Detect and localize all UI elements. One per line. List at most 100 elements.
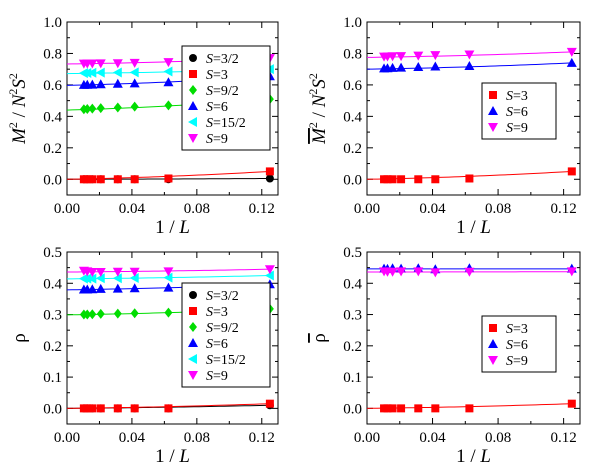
legend-marker <box>188 338 198 347</box>
legend-label: S=15/2 <box>206 116 246 131</box>
data-point <box>87 268 98 278</box>
x-tick-label: 0.04 <box>119 201 146 217</box>
legend-label: S=9 <box>506 121 528 136</box>
data-point <box>83 309 92 320</box>
data-point <box>431 404 440 413</box>
data-point <box>430 61 441 71</box>
data-point <box>397 404 406 413</box>
y-tick-label: 0.5 <box>43 245 62 261</box>
data-point <box>265 167 274 176</box>
y-axis-label: M2 / N2S2 <box>6 73 30 145</box>
x-tick-label: 0.08 <box>184 430 210 446</box>
data-point <box>265 399 274 408</box>
y-tick-label: 0.6 <box>343 78 362 94</box>
x-tick-label: 0.08 <box>485 430 511 446</box>
data-point <box>130 101 139 112</box>
legend: S=3S=6S=9 <box>481 315 557 373</box>
legend-marker <box>188 371 198 380</box>
data-point <box>95 79 106 89</box>
y-tick-label: 0.2 <box>343 141 362 157</box>
data-point <box>112 267 123 277</box>
legend-marker <box>189 85 197 95</box>
data-point <box>465 174 474 183</box>
x-axis-label: 1 / L <box>155 217 190 238</box>
legend-label: S=3 <box>206 305 228 320</box>
data-point <box>414 175 423 184</box>
y-tick-label: 0.0 <box>43 401 62 417</box>
legend-marker <box>488 356 498 365</box>
data-point <box>88 103 97 114</box>
y-tick-label: 0.4 <box>43 109 62 125</box>
data-point <box>96 175 105 184</box>
legend-marker <box>489 91 497 99</box>
x-tick-label: 0.00 <box>54 430 80 446</box>
data-point <box>88 175 97 184</box>
legend-marker <box>189 291 197 299</box>
data-point <box>82 67 92 78</box>
data-point <box>129 78 140 88</box>
data-point <box>87 273 97 284</box>
data-point <box>163 267 174 277</box>
y-axis-label: M2 / N2S2 <box>306 73 330 145</box>
legend-marker <box>188 117 197 127</box>
data-point <box>566 267 577 277</box>
data-point <box>87 284 98 294</box>
data-point <box>163 77 174 87</box>
data-point <box>83 175 92 184</box>
data-point <box>163 282 174 292</box>
legend-label: S=6 <box>506 105 528 120</box>
data-point <box>130 175 139 184</box>
plot-frame <box>366 251 581 425</box>
y-tick-label: 0.8 <box>343 46 362 62</box>
legend: S=3/2S=3S=9/2S=6S=15/2S=9 <box>181 45 271 151</box>
x-axis-label: 1 / L <box>155 446 190 462</box>
chart-panel-top-left: 0.00 0.04 0.08 0.12 0.0 0.2 0.4 0.6 0.8 1.0 1 / L M… <box>6 15 279 238</box>
data-point <box>95 268 106 278</box>
data-point <box>113 175 122 184</box>
data-point <box>163 272 173 283</box>
y-tick-label: 0.2 <box>343 339 362 355</box>
data-point <box>164 307 173 318</box>
data-point <box>129 267 140 277</box>
data-point <box>265 174 274 183</box>
data-point <box>129 67 139 78</box>
data-point <box>163 58 174 68</box>
data-point <box>566 57 577 67</box>
x-tick-label: 0.12 <box>249 201 275 217</box>
y-tick-label: 0.8 <box>43 46 62 62</box>
y-tick-label: 0.2 <box>43 339 62 355</box>
data-point <box>566 47 577 57</box>
data-point <box>396 267 407 277</box>
legend: S=3/2S=3S=9/2S=6S=15/2S=9 <box>181 282 271 388</box>
legend-marker <box>189 322 197 332</box>
data-point <box>413 51 424 61</box>
data-point <box>383 404 392 413</box>
data-point <box>82 273 92 284</box>
data-point <box>397 175 406 184</box>
x-tick-label: 0.00 <box>54 201 80 217</box>
legend-label: S=9/2 <box>206 84 239 99</box>
data-point <box>264 265 275 275</box>
legend-label: S=3 <box>206 68 228 83</box>
x-tick-label: 0.04 <box>419 430 446 446</box>
data-point <box>414 404 423 413</box>
data-point <box>83 103 92 114</box>
chart-panel-bottom-right: 0.00 0.04 0.08 0.12 0.0 0.1 0.2 0.3 0.4 0.5 1 / L ρ… <box>309 245 581 462</box>
data-point <box>113 308 122 319</box>
y-tick-label: 0.1 <box>43 370 62 386</box>
legend-marker <box>189 307 197 315</box>
y-tick-label: 0.1 <box>343 370 362 386</box>
x-tick-label: 0.00 <box>354 430 380 446</box>
data-point <box>129 283 140 293</box>
legend-marker <box>188 354 197 364</box>
legend-label: S=3 <box>506 322 528 337</box>
data-point <box>129 272 139 283</box>
data-point <box>465 404 474 413</box>
data-point <box>130 308 139 319</box>
y-axis-label: ρ <box>309 333 330 342</box>
data-point <box>113 404 122 413</box>
data-point <box>112 78 123 88</box>
data-point <box>164 404 173 413</box>
legend-marker <box>488 106 498 115</box>
